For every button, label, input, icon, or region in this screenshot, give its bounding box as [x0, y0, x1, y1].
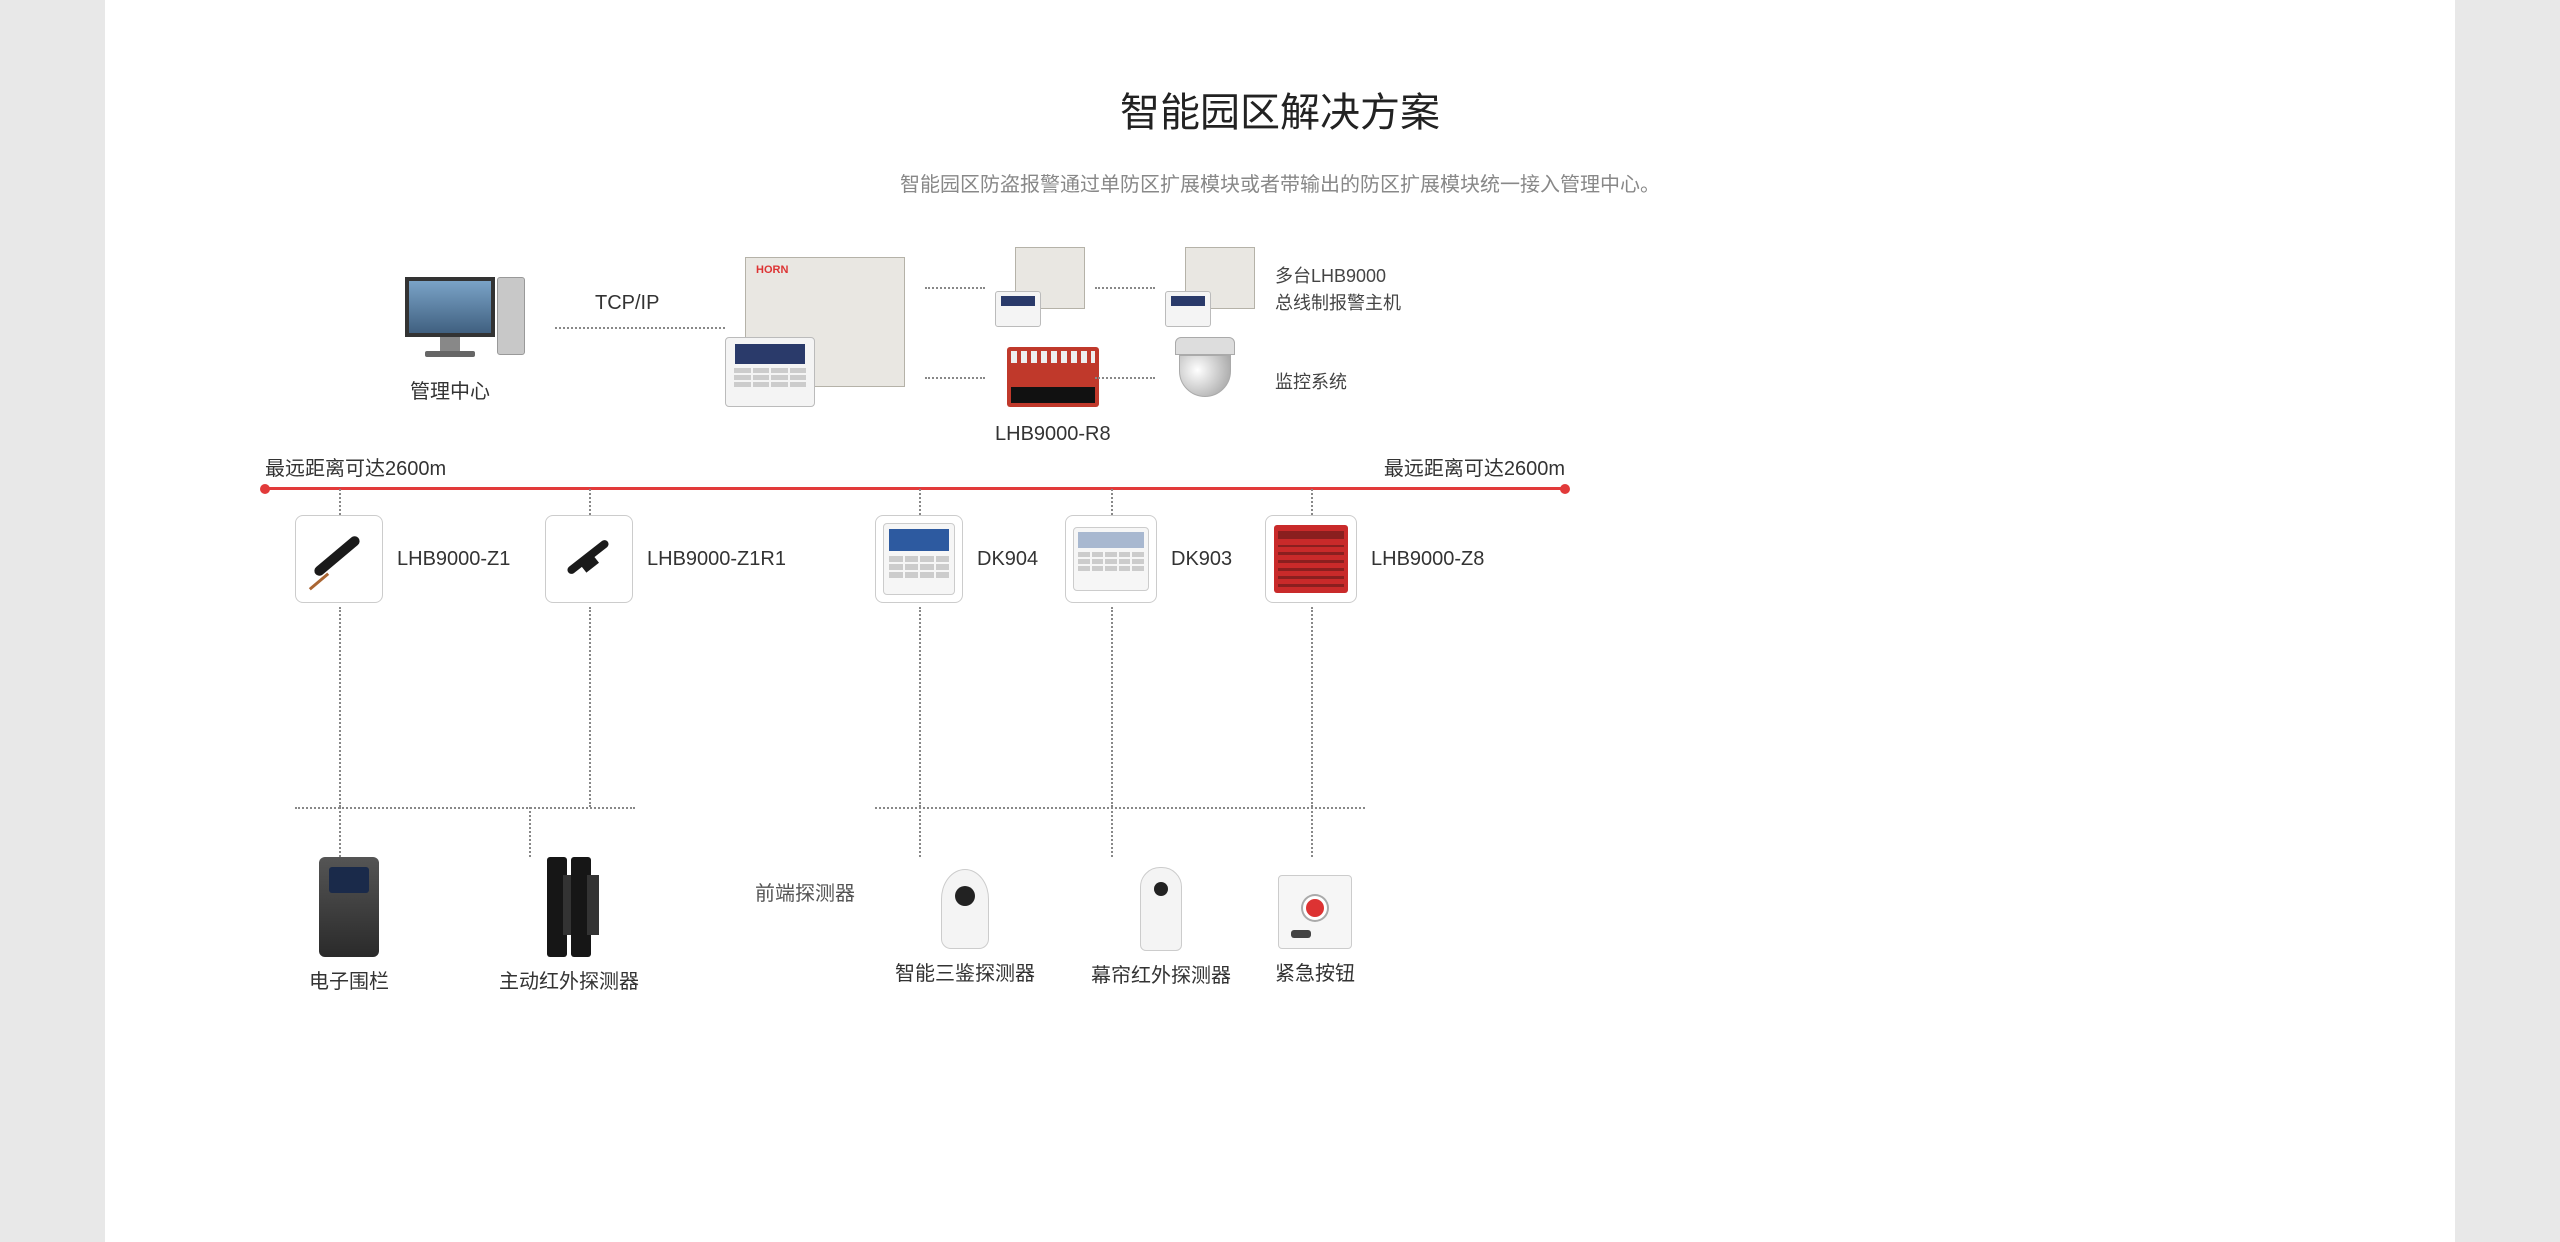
curtain-icon [1140, 867, 1182, 951]
page-title: 智能园区解决方案 [265, 80, 2295, 138]
cable-icon [303, 523, 375, 595]
link-top-r2a [925, 377, 985, 379]
drop-curtain [1111, 807, 1113, 857]
panic-button-icon [1278, 875, 1352, 949]
page: 智能园区解决方案 智能园区防盗报警通过单防区扩展模块或者带输出的防区扩展模块统一… [105, 0, 2455, 1242]
device-box [875, 515, 963, 603]
z1r1-label: LHB9000-Z1R1 [647, 548, 786, 571]
link-top-r1b [1095, 287, 1155, 289]
fence-label: 电子围栏 [309, 965, 389, 994]
drop-panic [1311, 807, 1313, 857]
fence-icon [319, 857, 379, 957]
vlink-dk903 [1111, 489, 1113, 515]
monitor-icon [395, 277, 505, 367]
bus-line [265, 487, 1565, 490]
dome-camera-icon [1165, 337, 1245, 407]
dk904-label: DK904 [977, 548, 1038, 571]
red-board-icon [1007, 347, 1099, 407]
page-subtitle: 智能园区防盗报警通过单防区扩展模块或者带输出的防区扩展模块统一接入管理中心。 [265, 168, 2295, 197]
device-dk904: DK904 [875, 515, 1038, 603]
pir-icon [941, 869, 989, 949]
vlink-z1-down [339, 607, 341, 807]
keypad-icon [883, 523, 955, 595]
tcpip-label: TCP/IP [595, 292, 659, 315]
front-detector-label: 前端探测器 [755, 877, 855, 906]
small-panel-icon [1165, 247, 1255, 327]
dist-left-label: 最远距离可达2600m [265, 452, 446, 481]
device-dk903: DK903 [1065, 515, 1232, 603]
main-panel-node: HORN [725, 257, 905, 407]
dome-camera-node [1165, 337, 1245, 407]
link-mgmt-main [555, 327, 725, 329]
dk903-label: DK903 [1171, 548, 1232, 571]
multi-lhb-label: 多台LHB9000 总线制报警主机 [1275, 263, 1401, 317]
surveillance-label: 监控系统 [1275, 369, 1347, 396]
drop-fence [339, 807, 341, 857]
link-top-r1a [925, 287, 985, 289]
vlink-z1 [339, 489, 341, 515]
ir-label: 主动红外探测器 [499, 965, 639, 994]
ir-node: 主动红外探测器 [499, 857, 639, 994]
vlink-z8 [1311, 489, 1313, 515]
smart3-node: 智能三鉴探测器 [895, 869, 1035, 986]
vlink-z1r1-down [589, 607, 591, 807]
device-z1: LHB9000-Z1 [295, 515, 510, 603]
hlink-left-group [295, 807, 635, 809]
drop-smart3 [919, 807, 921, 857]
vlink-dk903-down [1111, 607, 1113, 807]
device-box [1265, 515, 1357, 603]
multi-lhb-label-line1: 多台LHB9000 [1275, 266, 1386, 286]
device-z8: LHB9000-Z8 [1265, 515, 1484, 603]
small-panel-2 [1165, 247, 1255, 327]
z8-label: LHB9000-Z8 [1371, 548, 1484, 571]
keypad-wide-icon [1073, 527, 1149, 591]
vlink-z8-down [1311, 607, 1313, 807]
cable2-icon [553, 523, 625, 595]
red-panel-icon [1274, 525, 1348, 593]
fence-node: 电子围栏 [309, 857, 389, 994]
smart3-label: 智能三鉴探测器 [895, 957, 1035, 986]
curtain-node: 幕帘红外探测器 [1091, 867, 1231, 988]
mgmt-center-label: 管理中心 [410, 375, 490, 404]
multi-lhb-label-line2: 总线制报警主机 [1275, 293, 1401, 313]
device-box [545, 515, 633, 603]
vlink-dk904 [919, 489, 921, 515]
dist-right-label: 最远距离可达2600m [1384, 452, 1565, 481]
ir-icon [539, 857, 599, 957]
panic-label: 紧急按钮 [1275, 957, 1355, 986]
drop-ir [529, 807, 531, 857]
device-z1r1: LHB9000-Z1R1 [545, 515, 786, 603]
curtain-label: 幕帘红外探测器 [1091, 959, 1231, 988]
small-panel-1 [995, 247, 1085, 327]
hlink-right-group [875, 807, 1365, 809]
vlink-dk904-down [919, 607, 921, 807]
brand-label: HORN [756, 264, 788, 276]
diagram-canvas: 管理中心 TCP/IP HORN 多台LHB9000 总线制报警主机 LHB90… [265, 257, 2295, 1137]
z1-label: LHB9000-Z1 [397, 548, 510, 571]
main-panel-icon: HORN [725, 257, 905, 407]
mgmt-center-node: 管理中心 [395, 277, 505, 404]
vlink-z1r1 [589, 489, 591, 515]
panic-node: 紧急按钮 [1275, 875, 1355, 986]
device-box [295, 515, 383, 603]
link-top-r2b [1095, 377, 1155, 379]
device-box [1065, 515, 1157, 603]
lhb-r8-label: LHB9000-R8 [995, 423, 1111, 446]
red-board-node: LHB9000-R8 [995, 347, 1111, 446]
small-panel-icon [995, 247, 1085, 327]
